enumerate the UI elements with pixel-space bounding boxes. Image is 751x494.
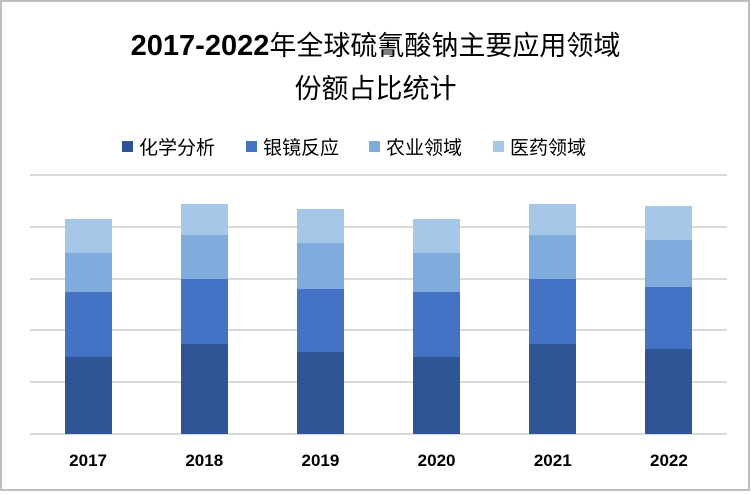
legend-label: 银镜反应	[263, 136, 340, 159]
x-tick-label: 2022	[649, 451, 688, 470]
gridline	[30, 433, 727, 435]
bar-2021	[529, 204, 577, 434]
gridline	[30, 225, 727, 228]
legend-swatch-icon	[493, 140, 504, 152]
legend-label: 农业领域	[386, 136, 463, 159]
bar-segment	[413, 219, 461, 253]
x-tick-label: 2018	[185, 451, 224, 470]
legend-swatch-icon	[369, 140, 380, 152]
bar-segment	[64, 357, 112, 434]
bar-2018	[180, 204, 228, 434]
legend-label: 医药领域	[510, 136, 587, 159]
x-tick-label: 2017	[69, 451, 107, 470]
bar-segment	[529, 344, 577, 434]
bar-segment	[180, 344, 228, 434]
legend-swatch-icon	[246, 140, 257, 152]
bar-segment	[296, 288, 344, 352]
bar-segment	[645, 349, 693, 434]
bar-segment	[413, 292, 461, 358]
bar-segment	[529, 235, 577, 280]
title-text: 年全球硫氰酸钠主要应用领域	[269, 31, 621, 62]
bar-segment	[64, 292, 112, 358]
bar-2020	[413, 219, 461, 434]
bar-segment	[180, 204, 228, 236]
gridline	[30, 174, 727, 176]
bar-segment	[529, 204, 577, 236]
bar-segment	[645, 287, 693, 350]
legend-item-silver-mirror: 银镜反应	[246, 133, 339, 159]
title-year-range: 2017-2022	[130, 30, 270, 62]
legend-item-agriculture: 农业领域	[369, 133, 462, 159]
bar-2022	[645, 206, 693, 434]
bar-segment	[413, 357, 461, 434]
bar-2017	[64, 219, 112, 434]
bar-segment	[180, 279, 228, 345]
chart-legend: 化学分析 银镜反应 农业领域 医药领域	[0, 133, 751, 159]
bar-segment	[180, 235, 228, 280]
bar-segment	[296, 208, 344, 243]
gridline	[30, 277, 727, 280]
bar-segment	[296, 351, 344, 434]
gridline	[30, 381, 727, 384]
bar-segment	[413, 252, 461, 293]
bar-segment	[645, 206, 693, 241]
bar-segment	[529, 279, 577, 345]
bar-segment	[64, 252, 112, 293]
legend-swatch-icon	[122, 140, 133, 152]
x-tick-label: 2020	[417, 451, 456, 470]
bar-2019	[296, 208, 344, 434]
legend-item-chemical-analysis: 化学分析	[122, 133, 215, 159]
gridline	[30, 329, 727, 332]
chart-title-line2: 份额占比统计	[294, 74, 457, 105]
bar-segment	[64, 219, 112, 253]
bar-segment	[296, 242, 344, 289]
x-tick-label: 2019	[301, 451, 340, 470]
x-tick-label: 2021	[533, 451, 572, 470]
chart-title-line1: 2017-2022年全球硫氰酸钠主要应用领域	[0, 28, 751, 65]
legend-item-medicine: 医药领域	[493, 133, 586, 159]
legend-label: 化学分析	[139, 136, 216, 159]
bar-segment	[645, 240, 693, 288]
plot-area	[30, 174, 727, 435]
